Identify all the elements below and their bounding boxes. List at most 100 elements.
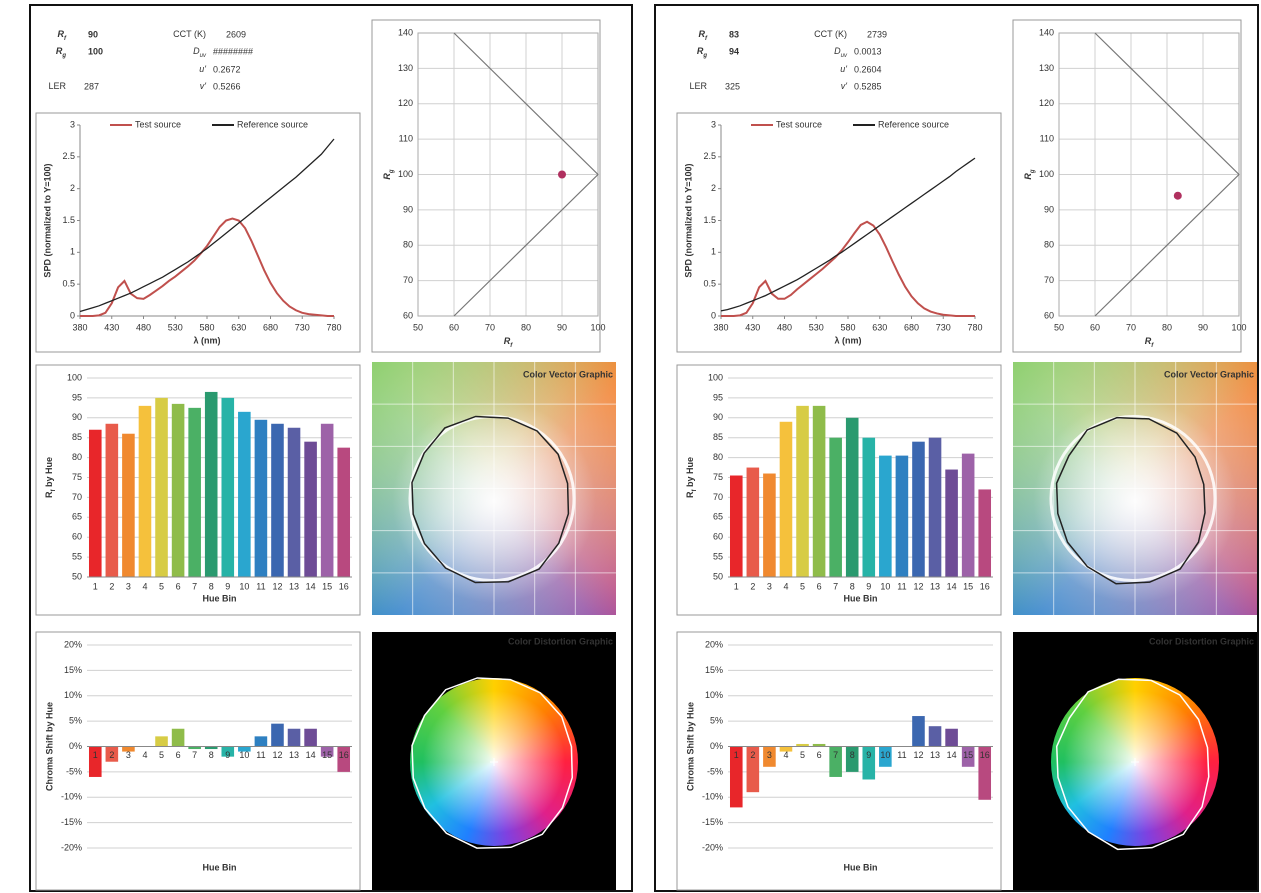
- x-tick-label: 10: [239, 750, 249, 760]
- bar: [138, 405, 152, 577]
- y-axis-label-main: R: [685, 491, 695, 498]
- x-tick-label: 9: [866, 581, 871, 591]
- x-tick-label: 13: [289, 750, 299, 760]
- x-tick-label: 14: [306, 750, 316, 760]
- graphic-title: Color Distortion Graphic: [1149, 636, 1254, 646]
- x-tick-label: 7: [833, 750, 838, 760]
- x-tick-label: 3: [767, 581, 772, 591]
- bar: [961, 453, 975, 577]
- distortion-outline: [411, 677, 574, 849]
- legend-label: Test source: [776, 119, 822, 129]
- metric-label-main: R: [699, 29, 706, 39]
- x-tick-label: 1: [734, 750, 739, 760]
- x-tick-label: 11: [897, 750, 906, 760]
- bar: [287, 427, 301, 577]
- x-tick-label: 10: [239, 581, 249, 591]
- series-line: [80, 217, 334, 317]
- y-tick-label: 90: [72, 412, 82, 422]
- y-tick-label: 70: [1044, 275, 1054, 285]
- y-tick-label: 10%: [705, 690, 723, 700]
- bar: [763, 746, 776, 767]
- x-tick-label: 5: [800, 581, 805, 591]
- y-tick-label: -20%: [61, 842, 82, 852]
- x-tick-label: 7: [192, 750, 197, 760]
- x-tick-label: 70: [485, 322, 495, 332]
- y-tick-label: 120: [1039, 98, 1054, 108]
- y-tick-label: 80: [1044, 240, 1054, 250]
- metric-label-main: u': [199, 64, 206, 74]
- y-axis-label-sub: g: [1030, 169, 1036, 174]
- x-axis-label-sub: f: [510, 343, 513, 349]
- y-tick-label: 2.5: [62, 151, 75, 161]
- metric-label-main: LER: [689, 81, 707, 91]
- bar: [271, 723, 284, 747]
- y-tick-label: 1.5: [62, 215, 75, 225]
- bar: [812, 405, 826, 577]
- bar: [337, 447, 351, 577]
- bar: [171, 403, 185, 577]
- x-tick-label: 730: [936, 322, 951, 332]
- bar: [337, 746, 351, 772]
- x-tick-label: 6: [176, 581, 181, 591]
- y-tick-label: 1: [70, 247, 75, 257]
- y-tick-label: 10%: [64, 690, 82, 700]
- x-tick-label: 2: [109, 581, 114, 591]
- metric-value: 83: [729, 29, 739, 39]
- x-tick-label: 2: [750, 581, 755, 591]
- bar: [188, 407, 201, 577]
- metric-label-main: R: [697, 46, 704, 56]
- x-tick-label: 13: [289, 581, 299, 591]
- metric-label-main: u': [840, 64, 847, 74]
- x-tick-label: 7: [833, 581, 838, 591]
- metric-value: 0.2604: [854, 64, 882, 74]
- x-tick-label: 9: [225, 581, 230, 591]
- bar: [287, 728, 301, 747]
- metric-value: 0.5266: [213, 81, 241, 91]
- x-tick-label: 630: [231, 322, 246, 332]
- y-tick-label: 90: [713, 412, 723, 422]
- y-tick-label: 20%: [64, 639, 82, 649]
- x-axis-label: Rf: [1145, 336, 1155, 348]
- x-tick-label: 14: [947, 581, 957, 591]
- y-tick-label: 60: [72, 532, 82, 542]
- y-axis-label: Rf by Hue: [44, 457, 56, 498]
- x-tick-label: 4: [142, 581, 147, 591]
- x-tick-label: 5: [159, 581, 164, 591]
- y-tick-label: 85: [72, 432, 82, 442]
- bar: [796, 405, 809, 577]
- bar: [105, 746, 119, 762]
- bar: [812, 743, 826, 747]
- y-tick-label: 15%: [705, 665, 723, 675]
- metric-label-main: LER: [48, 81, 66, 91]
- x-tick-label: 16: [339, 750, 349, 760]
- metric-value: 325: [725, 81, 740, 91]
- bar: [105, 423, 119, 577]
- x-tick-label: 11: [897, 581, 906, 591]
- y-axis-label-sub: g: [389, 169, 395, 174]
- metric-value: 0.0013: [854, 46, 882, 56]
- x-tick-label: 8: [850, 581, 855, 591]
- y-tick-label: 80: [713, 452, 723, 462]
- x-axis-label: Rf: [504, 336, 514, 348]
- x-tick-label: 530: [168, 322, 183, 332]
- bar: [829, 746, 842, 777]
- legend-label: Reference source: [878, 119, 949, 129]
- report-border: [29, 4, 633, 892]
- bar: [879, 746, 892, 767]
- y-tick-label: -10%: [702, 792, 723, 802]
- y-tick-label: 0: [70, 310, 75, 320]
- bar: [304, 441, 317, 577]
- gamut-boundary: [1094, 32, 1240, 317]
- x-tick-label: 12: [913, 750, 923, 760]
- x-tick-label: 14: [306, 581, 316, 591]
- x-tick-label: 11: [256, 581, 265, 591]
- bar: [221, 397, 235, 577]
- x-tick-label: 1: [93, 750, 98, 760]
- bar: [188, 746, 201, 750]
- x-axis-label: Hue Bin: [202, 862, 236, 872]
- y-tick-label: 60: [713, 532, 723, 542]
- metric-value: 0.2672: [213, 64, 241, 74]
- y-tick-label: -10%: [61, 792, 82, 802]
- series-line: [721, 220, 975, 317]
- x-tick-label: 1: [93, 581, 98, 591]
